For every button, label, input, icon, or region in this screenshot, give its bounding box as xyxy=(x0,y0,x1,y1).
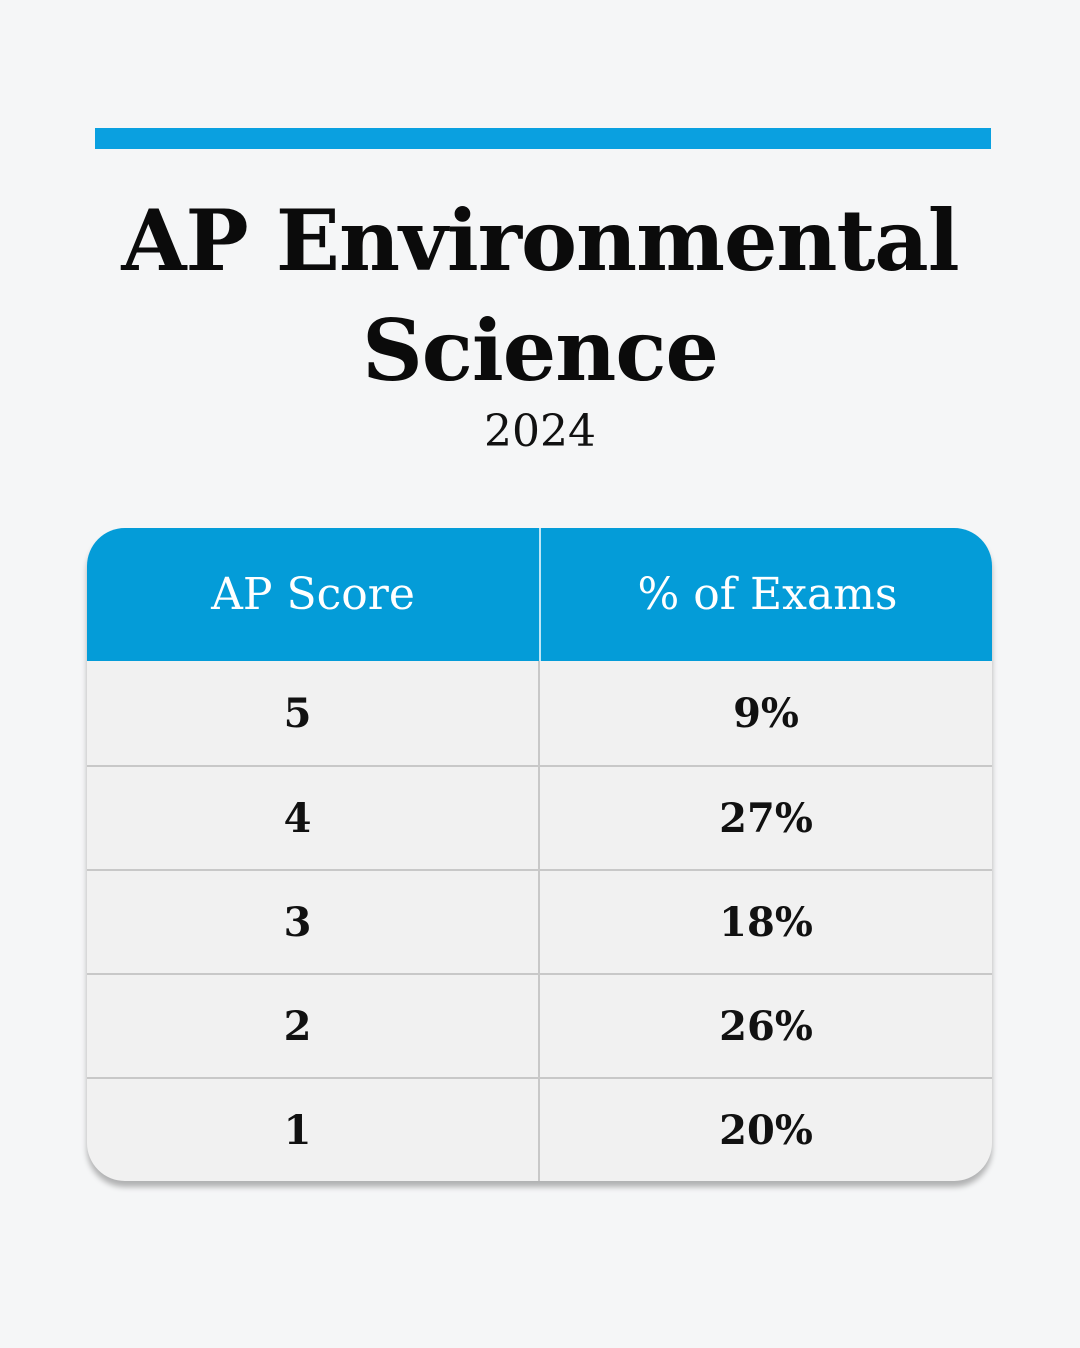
score-cell: 5 xyxy=(283,689,312,737)
header-percent-exams: % of Exams xyxy=(539,528,992,661)
score-table: AP Score % of Exams 5 9% 4 27% 3 18% 2 26% 1 20% xyxy=(87,528,992,1181)
score-cell: 1 xyxy=(283,1106,312,1154)
percent-cell: 9% xyxy=(538,661,992,765)
score-cell: 2 xyxy=(283,1002,312,1050)
table-row: 2 26% xyxy=(87,973,992,1077)
percent-cell: 18% xyxy=(538,871,992,973)
score-cell: 3 xyxy=(283,898,312,946)
table-row: 5 9% xyxy=(87,661,992,765)
title-line-1: AP Environmental xyxy=(121,191,959,290)
table-row: 1 20% xyxy=(87,1077,992,1181)
percent-cell: 26% xyxy=(538,975,992,1077)
title-line-2: Science xyxy=(362,301,719,400)
accent-bar xyxy=(95,128,991,149)
score-cell: 4 xyxy=(283,794,312,842)
percent-cell: 27% xyxy=(538,767,992,869)
header-ap-score: AP Score xyxy=(211,569,415,620)
table-header: AP Score % of Exams xyxy=(87,528,992,661)
percent-cell: 20% xyxy=(538,1079,992,1181)
table-row: 3 18% xyxy=(87,869,992,973)
table-row: 4 27% xyxy=(87,765,992,869)
year-subtitle: 2024 xyxy=(484,406,596,457)
